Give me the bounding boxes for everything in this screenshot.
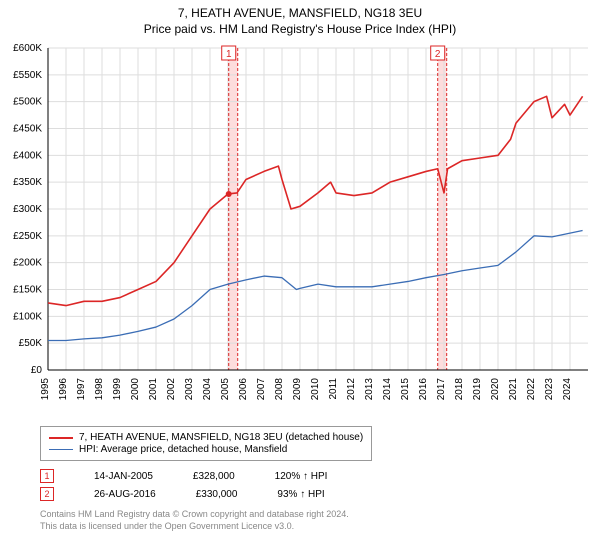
svg-text:2006: 2006 <box>238 378 249 401</box>
svg-text:2: 2 <box>435 49 441 60</box>
svg-text:£550K: £550K <box>13 70 42 81</box>
legend-swatch <box>49 449 73 450</box>
transaction-row: 1 14-JAN-2005 £328,000 120% ↑ HPI <box>40 469 600 483</box>
svg-text:2002: 2002 <box>166 378 177 401</box>
transaction-marker: 2 <box>40 487 54 501</box>
svg-text:2003: 2003 <box>184 378 195 401</box>
svg-text:2014: 2014 <box>382 378 393 401</box>
svg-text:2012: 2012 <box>346 378 357 401</box>
svg-text:2013: 2013 <box>364 378 375 401</box>
transaction-date: 14-JAN-2005 <box>94 471 153 482</box>
svg-text:£250K: £250K <box>13 231 42 242</box>
chart-area: £0 £50K £100K £150K £200K £250K £300K £350K £400… <box>0 40 600 420</box>
svg-text:£0: £0 <box>31 365 43 376</box>
transactions-table: 1 14-JAN-2005 £328,000 120% ↑ HPI 2 26-A… <box>40 469 600 501</box>
transaction-pct: 93% ↑ HPI <box>277 489 324 500</box>
svg-text:1995: 1995 <box>40 378 51 401</box>
svg-text:£400K: £400K <box>13 150 42 161</box>
legend-item: HPI: Average price, detached house, Mans… <box>49 444 363 455</box>
svg-text:2017: 2017 <box>436 378 447 401</box>
svg-text:2000: 2000 <box>130 378 141 401</box>
legend-item: 7, HEATH AVENUE, MANSFIELD, NG18 3EU (de… <box>49 432 363 443</box>
title-main: 7, HEATH AVENUE, MANSFIELD, NG18 3EU <box>0 6 600 20</box>
svg-text:2010: 2010 <box>310 378 321 401</box>
transaction-marker: 1 <box>40 469 54 483</box>
svg-text:2008: 2008 <box>274 378 285 401</box>
svg-text:£150K: £150K <box>13 285 42 296</box>
transaction-row: 2 26-AUG-2016 £330,000 93% ↑ HPI <box>40 487 600 501</box>
svg-text:2020: 2020 <box>490 378 501 401</box>
svg-text:£350K: £350K <box>13 177 42 188</box>
transaction-pct: 120% ↑ HPI <box>275 471 328 482</box>
legend: 7, HEATH AVENUE, MANSFIELD, NG18 3EU (de… <box>40 426 372 461</box>
svg-text:£450K: £450K <box>13 124 42 135</box>
svg-text:2019: 2019 <box>472 378 483 401</box>
footer-line: This data is licensed under the Open Gov… <box>40 521 600 533</box>
svg-text:£50K: £50K <box>19 338 43 349</box>
footer-line: Contains HM Land Registry data © Crown c… <box>40 509 600 521</box>
chart-container: { "title": { "main": "7, HEATH AVENUE, M… <box>0 0 600 532</box>
svg-text:2007: 2007 <box>256 378 267 401</box>
svg-text:2011: 2011 <box>328 378 339 400</box>
transaction-date: 26-AUG-2016 <box>94 489 156 500</box>
svg-text:£100K: £100K <box>13 311 42 322</box>
svg-text:2004: 2004 <box>202 378 213 401</box>
transaction-price: £330,000 <box>196 489 238 500</box>
svg-text:£600K: £600K <box>13 43 42 54</box>
legend-label: 7, HEATH AVENUE, MANSFIELD, NG18 3EU (de… <box>79 432 363 443</box>
footer-attribution: Contains HM Land Registry data © Crown c… <box>40 509 600 532</box>
svg-text:2023: 2023 <box>544 378 555 401</box>
transaction-price: £328,000 <box>193 471 235 482</box>
svg-text:1999: 1999 <box>112 378 123 401</box>
svg-text:1997: 1997 <box>76 378 87 401</box>
svg-text:2005: 2005 <box>220 378 231 401</box>
svg-text:2016: 2016 <box>418 378 429 401</box>
line-chart-svg: £0 £50K £100K £150K £200K £250K £300K £350K £400… <box>0 40 600 420</box>
svg-text:£200K: £200K <box>13 258 42 269</box>
legend-label: HPI: Average price, detached house, Mans… <box>79 444 287 455</box>
svg-text:2015: 2015 <box>400 378 411 401</box>
svg-text:2022: 2022 <box>526 378 537 401</box>
svg-text:2001: 2001 <box>148 378 159 401</box>
svg-text:2021: 2021 <box>508 378 519 401</box>
svg-text:1996: 1996 <box>58 378 69 401</box>
svg-text:2024: 2024 <box>562 378 573 401</box>
svg-text:1998: 1998 <box>94 378 105 401</box>
chart-titles: 7, HEATH AVENUE, MANSFIELD, NG18 3EU Pri… <box>0 0 600 40</box>
legend-swatch <box>49 437 73 439</box>
title-sub: Price paid vs. HM Land Registry's House … <box>0 22 600 36</box>
svg-text:£300K: £300K <box>13 204 42 215</box>
svg-text:1: 1 <box>226 49 232 60</box>
svg-text:2009: 2009 <box>292 378 303 401</box>
svg-text:2018: 2018 <box>454 378 465 401</box>
svg-text:£500K: £500K <box>13 97 42 108</box>
